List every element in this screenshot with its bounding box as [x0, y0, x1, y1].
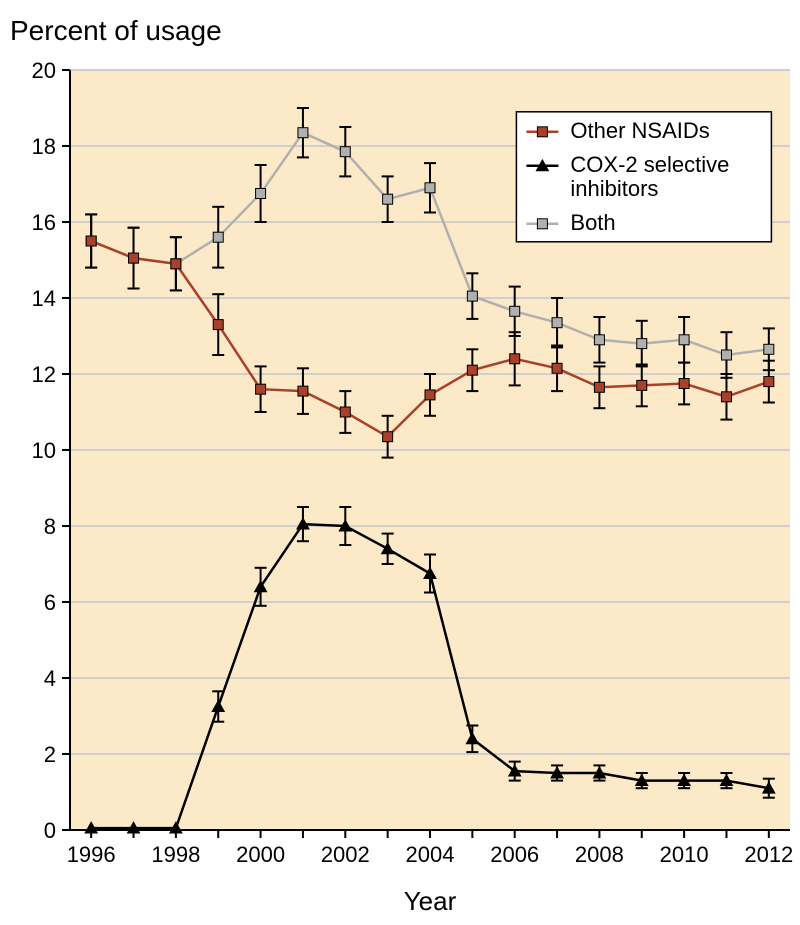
data-marker: [764, 377, 774, 387]
data-marker: [256, 189, 266, 199]
x-tick-label: 1998: [151, 842, 200, 867]
y-tick-label: 12: [32, 362, 56, 387]
y-tick-label: 6: [44, 590, 56, 615]
data-marker: [537, 219, 547, 229]
data-marker: [721, 392, 731, 402]
y-tick-label: 8: [44, 514, 56, 539]
data-marker: [637, 380, 647, 390]
x-tick-label: 2012: [744, 842, 793, 867]
data-marker: [86, 236, 96, 246]
data-marker: [764, 344, 774, 354]
data-marker: [467, 291, 477, 301]
x-tick-label: 2006: [490, 842, 539, 867]
x-axis-label: Year: [404, 886, 457, 916]
data-marker: [537, 127, 547, 137]
legend-label: inhibitors: [570, 176, 658, 201]
legend-label: Both: [570, 210, 615, 235]
chart-container: Percent of usage Year 0 2 4 6 8 10 12 14 16 18 20 199…: [0, 0, 800, 925]
data-marker: [340, 147, 350, 157]
data-marker: [298, 128, 308, 138]
data-marker: [425, 183, 435, 193]
data-marker: [552, 363, 562, 373]
y-tick-label: 2: [44, 742, 56, 767]
x-tick-label: 1996: [67, 842, 116, 867]
x-tick-label: 2004: [406, 842, 455, 867]
data-marker: [679, 379, 689, 389]
data-marker: [340, 407, 350, 417]
data-marker: [679, 335, 689, 345]
line-chart: Percent of usage Year 0 2 4 6 8 10 12 14 16 18 20 199…: [0, 0, 800, 925]
y-tick-label: 16: [32, 210, 56, 235]
data-marker: [552, 318, 562, 328]
data-marker: [383, 432, 393, 442]
data-marker: [171, 259, 181, 269]
data-marker: [383, 194, 393, 204]
legend-label: COX-2 selective: [570, 152, 729, 177]
x-tick-label: 2008: [575, 842, 624, 867]
y-tick-label: 10: [32, 438, 56, 463]
chart-title: Percent of usage: [10, 15, 222, 46]
data-marker: [510, 354, 520, 364]
x-tick-label: 2010: [660, 842, 709, 867]
data-marker: [213, 320, 223, 330]
y-tick-label: 18: [32, 134, 56, 159]
data-marker: [298, 386, 308, 396]
y-tick-label: 20: [32, 58, 56, 83]
data-marker: [637, 339, 647, 349]
data-marker: [256, 384, 266, 394]
data-marker: [129, 253, 139, 263]
legend-label: Other NSAIDs: [570, 118, 709, 143]
data-marker: [467, 365, 477, 375]
data-marker: [213, 232, 223, 242]
y-tick-label: 4: [44, 666, 56, 691]
data-marker: [510, 306, 520, 316]
data-marker: [425, 390, 435, 400]
data-marker: [594, 382, 604, 392]
y-tick-label: 0: [44, 818, 56, 843]
data-marker: [594, 335, 604, 345]
x-tick-label: 2000: [236, 842, 285, 867]
data-marker: [721, 350, 731, 360]
x-tick-label: 2002: [321, 842, 370, 867]
y-tick-label: 14: [32, 286, 56, 311]
